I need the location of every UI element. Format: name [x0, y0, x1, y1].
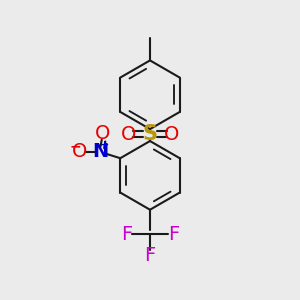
Text: +: + — [100, 140, 109, 150]
Text: O: O — [95, 124, 110, 143]
Text: F: F — [144, 246, 156, 265]
Text: O: O — [72, 142, 87, 161]
Text: N: N — [92, 142, 108, 161]
Text: F: F — [168, 225, 179, 244]
Text: O: O — [121, 125, 136, 144]
Text: −: − — [69, 140, 81, 154]
Text: S: S — [142, 124, 158, 144]
Text: O: O — [164, 125, 179, 144]
Text: F: F — [121, 225, 132, 244]
